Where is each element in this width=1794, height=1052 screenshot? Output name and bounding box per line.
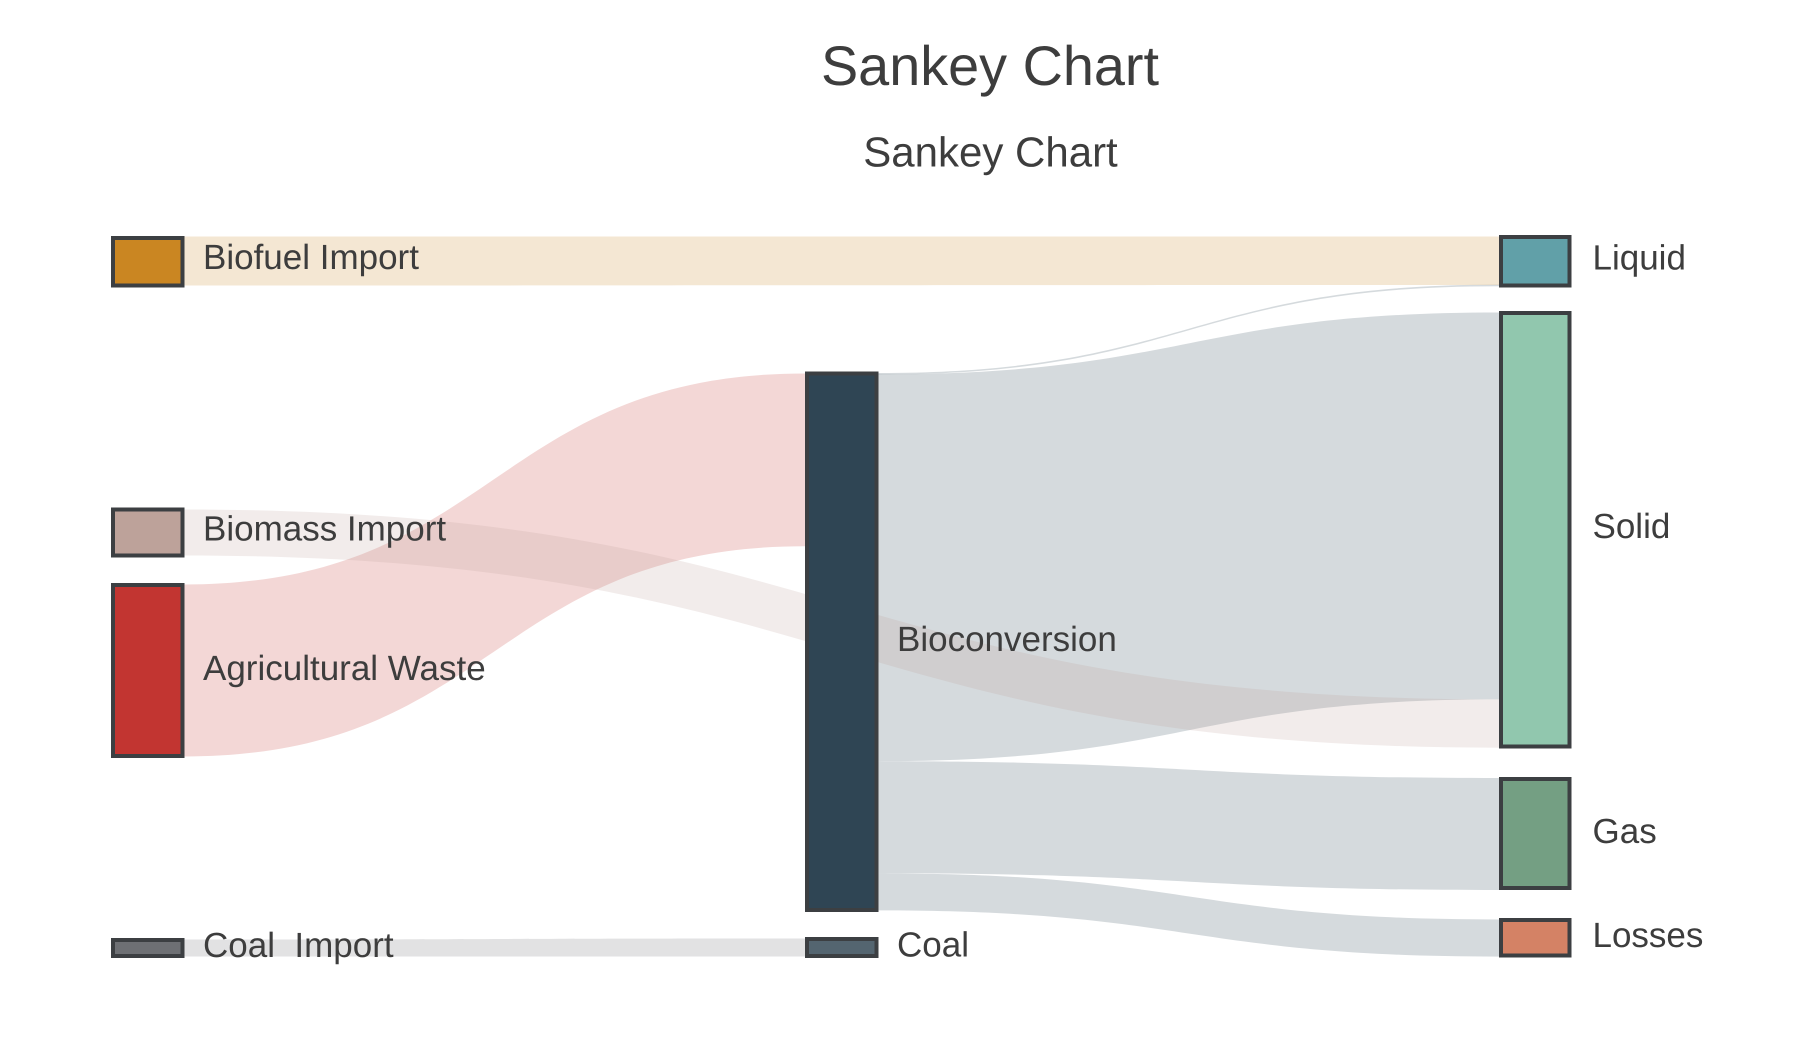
svg-text:Losses: Losses: [1593, 916, 1704, 955]
svg-text:Solid: Solid: [1593, 507, 1671, 546]
svg-text:Coal: Coal: [897, 926, 969, 965]
svg-text:Biofuel Import: Biofuel Import: [203, 238, 419, 277]
svg-text:Gas: Gas: [1593, 812, 1657, 851]
svg-text:Sankey Chart: Sankey Chart: [821, 34, 1160, 97]
svg-text:Bioconversion: Bioconversion: [897, 620, 1117, 659]
svg-text:Liquid: Liquid: [1593, 239, 1686, 278]
svg-text:Agricultural Waste: Agricultural Waste: [203, 649, 486, 688]
svg-text:Biomass Import: Biomass Import: [203, 510, 446, 549]
svg-text:Sankey Chart: Sankey Chart: [863, 129, 1118, 176]
svg-text:Coal Import: Coal Import: [203, 926, 394, 965]
